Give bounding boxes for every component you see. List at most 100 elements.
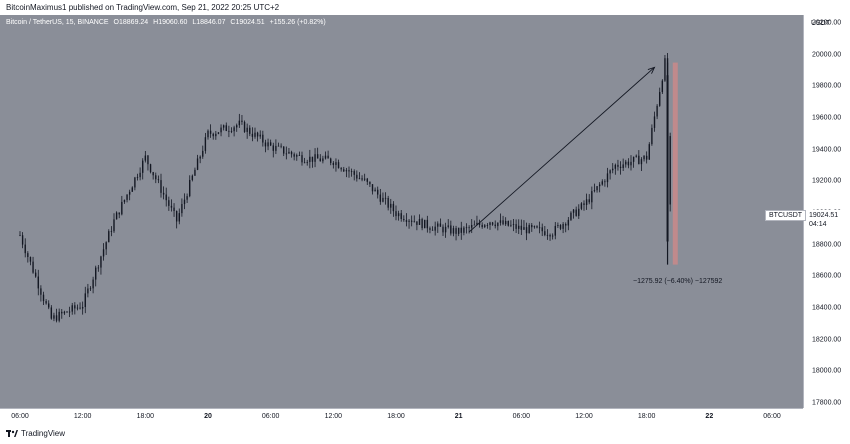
- candle-body: [139, 172, 141, 178]
- candle-body: [400, 213, 402, 219]
- candle-body: [551, 235, 554, 237]
- bar-countdown: 04:14: [809, 221, 827, 228]
- candle-body: [290, 151, 293, 155]
- candle-body: [541, 227, 543, 232]
- y-tick-label: 18800.00: [812, 241, 842, 249]
- candle-body: [465, 227, 468, 229]
- candle-body: [504, 220, 507, 225]
- candle-body: [81, 307, 84, 309]
- measure-highlight-bar: [672, 62, 678, 265]
- candle-body: [136, 177, 139, 178]
- candle-body: [434, 226, 436, 231]
- candle-body: [640, 159, 643, 165]
- y-tick-label: 18600.00: [812, 272, 842, 280]
- y-tick-label: 19400.00: [812, 146, 842, 154]
- candle-body: [24, 244, 26, 254]
- candle-body: [181, 204, 183, 214]
- x-tick-label: 22: [705, 413, 714, 420]
- candlestick-chart[interactable]: [0, 15, 803, 408]
- candle-body: [593, 190, 596, 192]
- last-price: 19024.51: [809, 212, 839, 219]
- candle-body: [575, 209, 577, 216]
- candle-body: [447, 225, 449, 227]
- candle-body: [609, 170, 611, 174]
- candle-body: [173, 207, 175, 211]
- candle-body: [121, 201, 123, 215]
- candle-body: [377, 189, 379, 195]
- candle-body: [272, 145, 274, 151]
- candle-body: [288, 151, 290, 154]
- candle-body: [314, 154, 316, 162]
- candle-body: [243, 121, 246, 132]
- tradingview-logo-icon: [6, 430, 18, 437]
- candle-body: [293, 154, 295, 157]
- candle-body: [387, 198, 389, 208]
- candle-body: [374, 189, 376, 192]
- candle-body: [635, 155, 637, 157]
- candle-body: [601, 181, 603, 185]
- candle-body: [53, 315, 55, 319]
- candle-body: [544, 231, 546, 236]
- candle-body: [209, 130, 212, 134]
- candle-body: [622, 164, 624, 168]
- candle-body: [225, 125, 227, 131]
- candle-body: [484, 225, 486, 228]
- candle-body: [87, 288, 89, 294]
- candle-body: [554, 225, 556, 236]
- candle-body: [29, 256, 32, 262]
- candle-body: [301, 155, 303, 163]
- candle-body: [222, 125, 225, 128]
- candle-body: [330, 158, 332, 163]
- y-tick-label: 19200.00: [812, 177, 842, 185]
- candle-body: [598, 184, 601, 187]
- time-axis[interactable]: 06:00 12:00 18:00 20 06:00 12:00 18:00 21 06:00 1…: [0, 408, 803, 424]
- candle-body: [478, 222, 481, 225]
- candle-body: [468, 227, 470, 229]
- x-tick-label: 06:00: [11, 413, 29, 420]
- candle-body: [251, 133, 254, 137]
- candle-body: [142, 160, 144, 173]
- candle-body: [345, 170, 348, 172]
- candle-body: [630, 161, 632, 166]
- candle-body: [285, 153, 288, 155]
- candle-body: [457, 227, 460, 234]
- symbol-tag: BTCUSDT: [765, 210, 807, 221]
- candle-body: [596, 186, 598, 191]
- publish-header: BitcoinMaximus1 published on TradingView…: [6, 3, 280, 12]
- y-tick-label: 18200.00: [812, 336, 842, 344]
- candle-body: [661, 80, 664, 93]
- candle-body: [424, 219, 426, 229]
- y-tick-label: 20200.00: [812, 19, 842, 27]
- y-tick-label: 20000.00: [812, 51, 842, 59]
- candle-body: [363, 178, 366, 180]
- candle-body: [340, 168, 342, 170]
- x-tick-label: 06:00: [261, 413, 280, 420]
- candle-body: [337, 162, 340, 169]
- candle-body: [233, 127, 235, 132]
- candle-body: [50, 307, 53, 319]
- candle-body: [418, 218, 421, 225]
- candle-body: [653, 116, 656, 128]
- candle-body: [619, 166, 622, 168]
- candle-body: [102, 249, 105, 257]
- candle-body: [92, 279, 94, 289]
- candle-body: [358, 178, 361, 180]
- candle-body: [405, 220, 408, 222]
- footer-brand[interactable]: TradingView: [6, 429, 65, 438]
- candle-body: [604, 181, 606, 183]
- candle-body: [476, 222, 478, 225]
- candle-body: [471, 225, 473, 228]
- candle-body: [183, 199, 186, 205]
- candle-body: [246, 127, 248, 132]
- candle-body: [565, 223, 567, 226]
- x-tick-label: 21: [454, 413, 463, 420]
- candle-body: [322, 158, 324, 162]
- candle-body: [131, 187, 133, 192]
- chart-plot-area[interactable]: Bitcoin / TetherUS, 15, BINANCE O18869.2…: [0, 15, 803, 408]
- candle-body: [40, 288, 42, 295]
- candle-body: [63, 311, 66, 314]
- candle-body: [196, 158, 199, 170]
- candle-body: [588, 199, 590, 203]
- candle-body: [191, 175, 194, 180]
- candle-body: [160, 180, 162, 193]
